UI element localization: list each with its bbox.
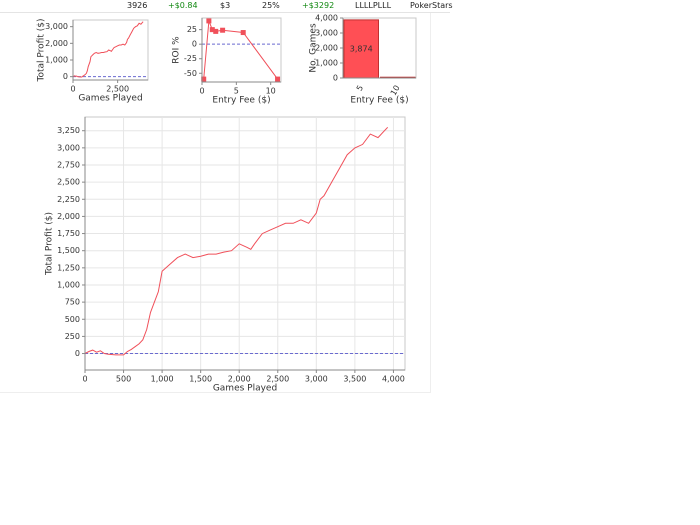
y-tick-label: 2,750 [57,160,80,169]
y-tick-label: 250 [65,332,80,341]
plot-area [84,116,406,371]
x-tick-label: 2,500 [106,85,129,94]
y-axis-title: No. Games [309,23,319,73]
bar [343,19,379,79]
point [213,28,219,34]
avg-fee-cell: $3 [220,1,231,10]
y-axis-title: ROI % [172,36,182,64]
x-tick-label: 5 [234,87,239,96]
x-tick-label: 0 [199,87,204,96]
x-tick-label: 500 [116,375,131,384]
y-tick-label: 3,250 [57,126,80,135]
x-tick-label: 0 [70,85,75,94]
x-axis-title: Games Played [213,384,277,394]
y-tick-label: -25 [184,54,197,63]
profit-cell: +$3292 [302,1,335,10]
point [209,27,215,33]
x-axis-title: Entry Fee ($) [350,96,408,106]
x-tick-label: 2,000 [228,375,251,384]
summary-row: 3926 +$0.84 $3 25% +$3292 LLLLPLLL Poker… [0,0,453,13]
y-axis-title: Total Profit ($) [45,212,55,276]
x-tick-label: 1,500 [189,375,212,384]
y-tick-label: 1,000 [57,280,80,289]
y-tick-label: 3,000 [315,29,338,38]
x-tick-label: 10 [389,84,402,97]
y-tick-label: -50 [184,69,197,78]
y-tick-label: 1,500 [57,246,80,255]
y-tick-label: 2,000 [45,39,68,48]
x-tick-label: 4,000 [382,375,405,384]
y-tick-label: 4,000 [315,14,338,23]
x-tick-label: 1,000 [151,375,174,384]
y-tick-label: 0 [75,349,80,358]
x-tick-label: 0 [82,375,87,384]
y-tick-label: 1,750 [57,229,80,238]
y-tick-label: 1,000 [315,59,338,68]
y-tick-label: 500 [65,315,80,324]
y-tick-label: 2,000 [315,44,338,53]
y-axis-title: Total Profit ($) [37,19,47,83]
y-tick-label: 750 [65,298,80,307]
roi-cell: 25% [262,1,280,10]
avg-profit-cell: +$0.84 [168,1,198,10]
y-tick-label: 1,250 [57,263,80,272]
y-tick-label: 2,000 [57,212,80,221]
x-tick-label: 3,000 [305,375,328,384]
y-tick-label: 0 [333,74,338,83]
point [201,76,207,82]
y-tick-label: 2,250 [57,195,80,204]
point [240,30,246,36]
y-tick-label: 0 [192,40,197,49]
point [220,27,226,33]
streak-cell: LLLLPLLL [355,1,392,10]
plot-area [72,19,149,81]
x-tick-label: 3,500 [343,375,366,384]
y-tick-label: 2,500 [57,178,80,187]
x-tick-label: 5 [355,84,365,93]
bar-label: 3,874 [350,44,373,53]
x-tick-label: 2,500 [266,375,289,384]
x-axis-title: Games Played [78,94,142,104]
y-tick-label: 25 [187,25,197,34]
chart-panel [0,13,431,393]
x-axis-title: Entry Fee ($) [212,96,270,106]
games-cell: 3926 [127,1,148,10]
site-cell: PokerStars [410,1,453,10]
y-tick-label: 1,000 [45,56,68,65]
profit-line [84,126,389,356]
y-tick-label: 0 [63,72,68,81]
y-tick-label: 3,000 [57,143,80,152]
profit-line [72,21,144,78]
point [206,18,212,24]
y-tick-label: 3,000 [45,22,68,31]
point [275,76,281,82]
x-tick-label: 10 [266,87,276,96]
